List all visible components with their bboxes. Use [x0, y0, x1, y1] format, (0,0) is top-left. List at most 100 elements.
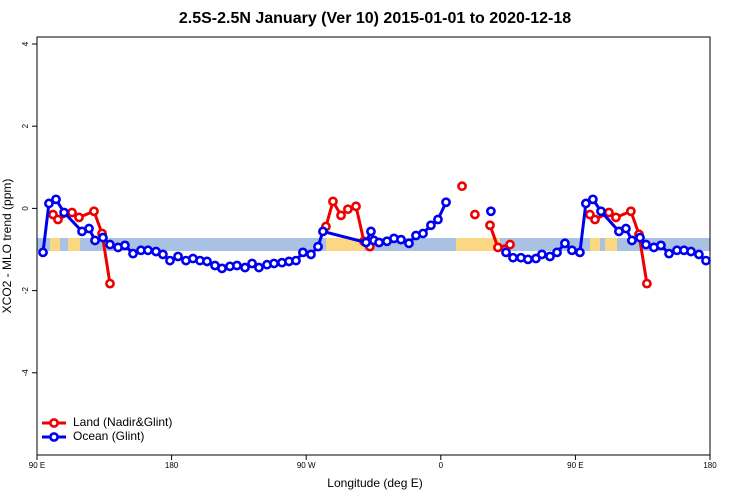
- point: [508, 252, 518, 263]
- land-band: [605, 238, 617, 251]
- point: [580, 198, 591, 209]
- point: [90, 235, 100, 246]
- plot-frame: [36, 36, 711, 456]
- point: [552, 247, 562, 258]
- point: [426, 220, 436, 231]
- point: [59, 207, 69, 218]
- point: [501, 247, 511, 258]
- point: [328, 196, 338, 207]
- y-axis-label: XCO2 - MLO trend (ppm): [0, 179, 14, 314]
- point: [254, 262, 264, 273]
- x-tick-label: 90 W: [297, 461, 316, 470]
- point: [545, 251, 555, 262]
- point: [343, 204, 353, 215]
- point: [694, 249, 704, 260]
- point: [336, 210, 346, 221]
- point: [505, 239, 515, 250]
- x-axis-label: Longitude (deg E): [327, 476, 422, 490]
- point: [232, 260, 242, 271]
- legend-label: Land (Nadir&Glint): [73, 415, 172, 429]
- point: [38, 247, 48, 258]
- land-band: [456, 238, 500, 251]
- x-tick-label: 0: [439, 461, 444, 470]
- point: [457, 181, 467, 192]
- point: [240, 262, 250, 273]
- point: [269, 258, 279, 269]
- point: [574, 247, 585, 258]
- x-tick-label: 180: [703, 461, 717, 470]
- y-tick-label: -4: [21, 369, 30, 377]
- land-band: [68, 238, 80, 251]
- point: [74, 212, 84, 223]
- point: [351, 201, 361, 212]
- point: [523, 254, 533, 265]
- point: [247, 258, 257, 269]
- point: [590, 214, 600, 225]
- point: [469, 209, 480, 220]
- point: [604, 207, 614, 218]
- x-tick-label: 90 E: [567, 461, 583, 470]
- point: [53, 214, 63, 225]
- point: [418, 228, 428, 239]
- legend-label: Ocean (Glint): [73, 429, 144, 443]
- point: [641, 278, 652, 289]
- chart-title: 2.5S-2.5N January (Ver 10) 2015-01-01 to…: [179, 10, 571, 27]
- point: [173, 251, 183, 262]
- point: [596, 206, 606, 217]
- point: [298, 247, 308, 258]
- legend-marker: [49, 418, 59, 428]
- point: [313, 241, 323, 252]
- point: [441, 197, 451, 208]
- x-tick-label: 90 E: [29, 461, 45, 470]
- y-tick-label: 0: [21, 206, 30, 211]
- point: [306, 249, 316, 260]
- point: [202, 256, 212, 267]
- point: [374, 237, 384, 248]
- point: [621, 223, 631, 234]
- point: [567, 245, 577, 256]
- point: [701, 255, 711, 266]
- legend-marker: [49, 432, 59, 442]
- point: [105, 239, 115, 250]
- point: [366, 226, 376, 237]
- point: [51, 194, 61, 205]
- point: [120, 240, 130, 251]
- point: [143, 245, 153, 256]
- point: [404, 238, 414, 249]
- point: [656, 240, 666, 251]
- point: [67, 207, 77, 218]
- point: [536, 249, 547, 260]
- x-tick-label: 180: [165, 461, 179, 470]
- point: [318, 226, 328, 237]
- point: [433, 214, 443, 225]
- point: [128, 248, 138, 259]
- point: [98, 232, 108, 243]
- land-band: [50, 238, 60, 251]
- y-tick-label: -2: [21, 286, 30, 294]
- land-band: [590, 238, 600, 251]
- point: [158, 249, 168, 260]
- point: [493, 242, 503, 253]
- point: [396, 234, 406, 245]
- point: [105, 278, 115, 289]
- y-tick-label: 4: [21, 41, 30, 46]
- y-tick-label: 2: [21, 123, 30, 128]
- point: [664, 248, 674, 259]
- point: [625, 206, 636, 217]
- land-band: [326, 238, 364, 251]
- point: [89, 206, 99, 217]
- point: [611, 212, 621, 223]
- point: [560, 238, 570, 249]
- point: [635, 232, 645, 243]
- point: [44, 198, 54, 209]
- point: [291, 255, 301, 266]
- point: [486, 206, 496, 217]
- point: [217, 263, 227, 274]
- point: [84, 223, 94, 234]
- point: [587, 194, 598, 205]
- point: [361, 237, 371, 248]
- point: [686, 246, 696, 257]
- point: [641, 239, 651, 250]
- point: [165, 255, 175, 266]
